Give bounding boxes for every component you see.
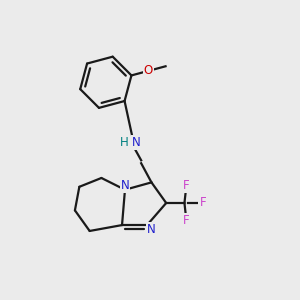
Text: N: N — [147, 223, 156, 236]
Text: N: N — [132, 136, 140, 149]
Text: H: H — [120, 136, 128, 149]
Text: N: N — [121, 179, 129, 192]
Text: F: F — [200, 196, 206, 209]
Text: F: F — [183, 214, 189, 226]
Text: F: F — [183, 179, 189, 192]
Text: O: O — [144, 64, 153, 77]
